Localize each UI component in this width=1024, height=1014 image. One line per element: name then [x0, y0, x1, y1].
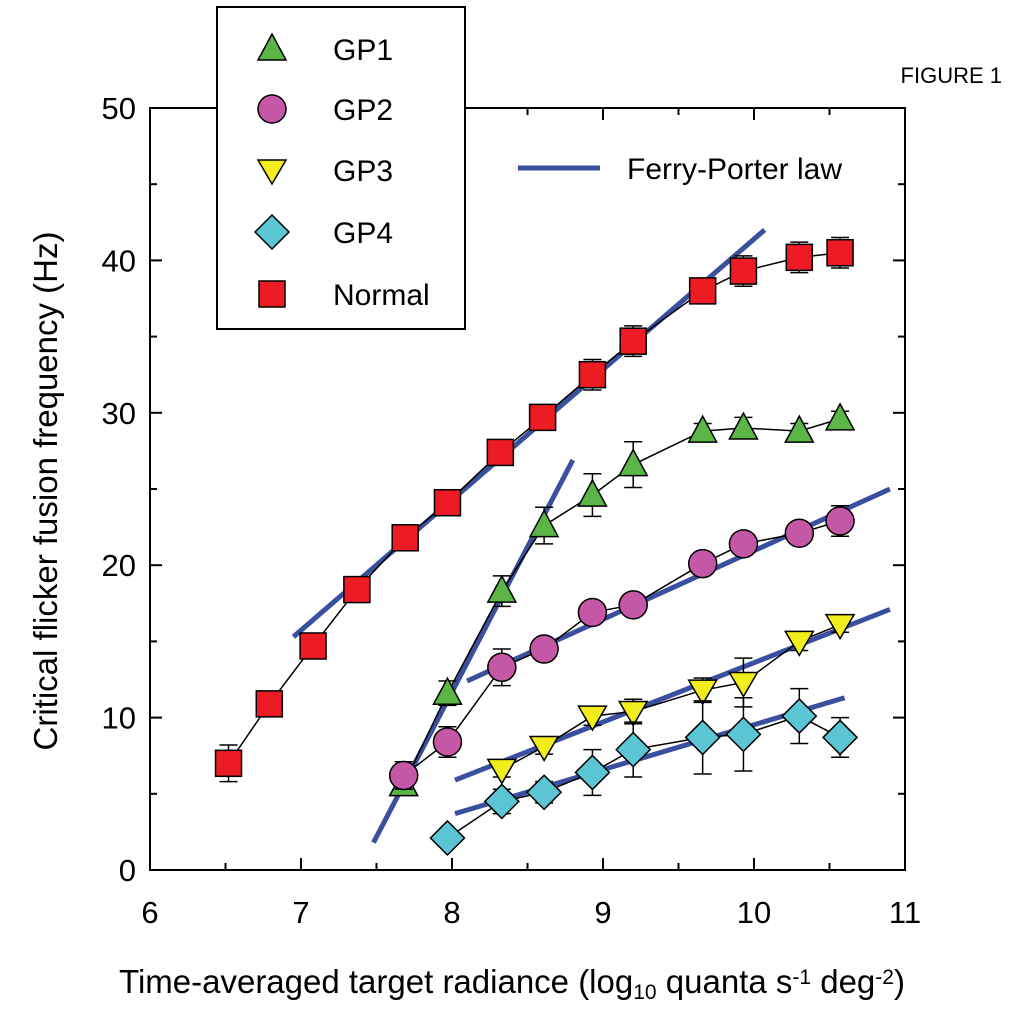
- y-axis-title: Critical flicker fusion frequency (Hz): [27, 232, 64, 751]
- x-tick-label: 8: [443, 895, 460, 930]
- y-tick-labels: 0 10 20 30 40 50: [102, 91, 136, 888]
- data-point-gp4: [483, 783, 520, 820]
- data-point-gp2: [529, 634, 559, 664]
- data-point-gp4: [725, 716, 762, 753]
- legend-marker: [257, 94, 287, 124]
- x-tick-labels: 6 7 8 9 10 11: [141, 895, 921, 930]
- data-point-normal: [688, 277, 717, 305]
- data-point-gp1: [687, 414, 718, 443]
- data-point-gp1: [728, 411, 759, 440]
- data-point-gp2: [825, 506, 855, 536]
- data-point-gp4: [526, 774, 563, 811]
- legend-marker: [256, 159, 288, 186]
- data-point-gp2: [432, 727, 463, 757]
- data-point-gp4: [822, 719, 859, 756]
- legend-item-gp3: GP3: [256, 155, 393, 188]
- x-tick-label: 10: [737, 895, 771, 930]
- data-point-gp2: [687, 548, 718, 579]
- legend-item-normal: Normal: [258, 279, 430, 312]
- data-point-gp2: [784, 518, 815, 548]
- data-point-gp1: [528, 508, 560, 538]
- data-point-gp1: [784, 414, 815, 443]
- data-point-gp4: [615, 731, 652, 768]
- data-point-normal: [343, 575, 371, 604]
- legend-marker: [256, 32, 288, 61]
- legend-item-gp2: GP2: [257, 94, 393, 127]
- data-point-gp4: [574, 754, 611, 791]
- legend-label: GP3: [333, 155, 393, 188]
- legend-marker: [258, 280, 286, 308]
- data-point-gp3: [687, 679, 718, 706]
- data-point-normal: [486, 438, 515, 467]
- legend-item-gp4: GP4: [253, 213, 393, 251]
- series-normal: [214, 236, 854, 783]
- ferry-porter-fit-line: [291, 228, 767, 639]
- data-point-gp2: [487, 652, 517, 683]
- data-point-gp1: [577, 478, 608, 507]
- ferry-porter-fit-line: [454, 607, 891, 783]
- figure-label: FIGURE 1: [901, 63, 1002, 88]
- data-point-gp1: [824, 402, 856, 431]
- x-tick-label: 7: [292, 895, 309, 930]
- data-point-gp1: [486, 574, 518, 603]
- data-point-gp3: [728, 671, 759, 699]
- data-point-gp3: [617, 700, 649, 727]
- series-gp2: [388, 505, 855, 791]
- data-point-gp4: [684, 719, 721, 756]
- data-point-gp2: [728, 529, 759, 559]
- series-legend: GP1 GP2 GP3 GP4 Normal: [216, 6, 466, 330]
- data-point-gp3: [824, 613, 856, 641]
- data-point-gp1: [432, 676, 463, 705]
- data-point-normal: [578, 360, 607, 389]
- data-point-normal: [391, 524, 419, 552]
- data-point-gp4: [429, 819, 466, 857]
- y-tick-label: 40: [102, 243, 136, 278]
- data-point-gp3: [486, 758, 518, 785]
- data-point-normal: [528, 403, 557, 432]
- data-series: [214, 236, 859, 857]
- legend-label: GP2: [333, 94, 393, 127]
- x-tick-label: 9: [594, 895, 611, 930]
- series-gp1: [388, 402, 856, 797]
- data-point-normal: [433, 488, 462, 517]
- y-tick-label: 10: [102, 701, 136, 736]
- data-point-normal: [826, 239, 854, 267]
- data-point-normal: [729, 257, 758, 285]
- legend-item-gp1: GP1: [256, 32, 393, 67]
- data-point-gp3: [783, 630, 815, 657]
- data-point-normal: [255, 690, 284, 718]
- x-tick-label: 6: [141, 895, 158, 930]
- data-point-normal: [619, 327, 647, 355]
- data-point-gp2: [577, 597, 608, 628]
- data-point-normal: [785, 243, 814, 272]
- data-point-gp2: [618, 590, 648, 620]
- data-point-gp2: [388, 760, 419, 791]
- series-connector-line: [403, 520, 841, 777]
- data-point-gp3: [528, 735, 560, 763]
- y-tick-label: 0: [119, 853, 136, 888]
- legend-label: Normal: [333, 279, 430, 312]
- legend-marker: [253, 213, 291, 251]
- legend-label: GP1: [333, 34, 393, 67]
- data-point-gp3: [577, 705, 608, 732]
- ferry-porter-fit-line: [454, 695, 846, 817]
- data-point-normal: [299, 632, 327, 660]
- legend-label: GP4: [333, 217, 393, 250]
- y-tick-label: 30: [102, 396, 136, 431]
- data-point-gp1: [617, 448, 649, 477]
- x-axis-title: Time-averaged target radiance (log10 qua…: [119, 963, 905, 1004]
- data-point-gp4: [781, 698, 818, 735]
- data-point-normal: [214, 749, 243, 778]
- y-tick-label: 50: [102, 91, 136, 126]
- fit-legend-label: Ferry-Porter law: [627, 153, 842, 186]
- x-tick-label: 11: [889, 895, 921, 930]
- series-gp4: [429, 687, 859, 857]
- series-connector-line: [403, 418, 841, 785]
- y-tick-label: 20: [102, 548, 136, 583]
